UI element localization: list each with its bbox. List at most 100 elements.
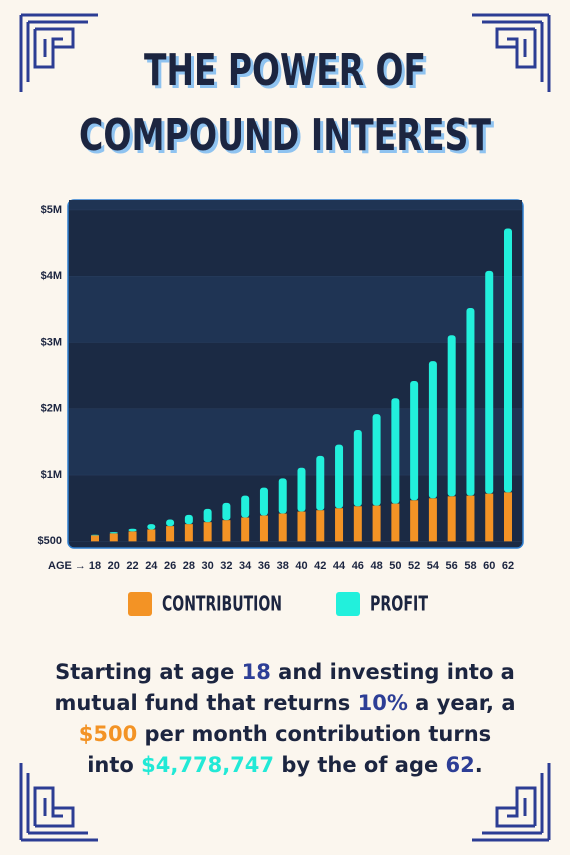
caption-highlight: $500 xyxy=(78,722,138,746)
chart-title: COMPOUND INTEREST xyxy=(79,110,491,161)
bar-segment xyxy=(91,534,99,536)
x-tick-label: 58 xyxy=(464,560,476,572)
caption-text: . xyxy=(474,753,483,777)
grid-band xyxy=(69,276,522,343)
y-tick-label: $2M xyxy=(41,403,62,415)
caption-highlight: 10% xyxy=(357,691,408,715)
legend-swatch xyxy=(336,592,360,616)
grid-band xyxy=(69,200,522,210)
bar-segment xyxy=(278,513,287,542)
bar-segment xyxy=(504,228,512,493)
x-axis-label: AGE → xyxy=(48,560,86,572)
y-tick-label: $4M xyxy=(41,270,62,282)
x-tick-label: 32 xyxy=(220,560,232,572)
bar-segment xyxy=(466,308,475,496)
grid-band xyxy=(69,408,522,476)
bar-segment xyxy=(316,455,325,511)
bar-segment xyxy=(203,508,212,523)
bar-segment xyxy=(485,270,494,494)
y-tick-label: $3M xyxy=(41,336,62,348)
caption-highlight: $4,778,747 xyxy=(141,753,275,777)
x-tick-label: 22 xyxy=(126,560,138,572)
bar-segment xyxy=(428,498,437,542)
bar-segment xyxy=(372,505,381,542)
bar-segment xyxy=(203,522,212,542)
x-tick-label: 36 xyxy=(258,560,270,572)
x-tick-label: 56 xyxy=(446,560,458,572)
bar-segment xyxy=(410,380,419,501)
bar-segment xyxy=(297,511,306,542)
caption: Starting at age 18 and investing into a … xyxy=(0,657,570,781)
bar-segment xyxy=(466,495,475,542)
bar-segment xyxy=(447,335,456,497)
bar-segment xyxy=(278,478,287,514)
caption-line: mutual fund that returns 10% a year, a xyxy=(0,688,570,719)
bar-segment xyxy=(372,414,381,506)
caption-text: mutual fund that returns xyxy=(54,691,358,715)
legend-label: CONTRIBUTION xyxy=(162,592,282,616)
bar-segment xyxy=(109,532,118,534)
bar-segment xyxy=(297,467,306,512)
bar-segment xyxy=(184,514,193,525)
x-tick-label: 38 xyxy=(277,560,289,572)
bar-segment xyxy=(391,503,400,542)
x-tick-label: 54 xyxy=(427,560,440,572)
caption-highlight: 18 xyxy=(241,660,271,684)
bar-segment xyxy=(259,487,268,516)
bar-segment xyxy=(485,493,494,542)
caption-text: into xyxy=(87,753,142,777)
bar-segment xyxy=(184,524,193,542)
bar-segment xyxy=(447,496,456,542)
bar-segment xyxy=(353,430,362,507)
x-tick-label: 28 xyxy=(183,560,195,572)
caption-line: Starting at age 18 and investing into a xyxy=(0,657,570,688)
caption-highlight: 62 xyxy=(445,753,475,777)
caption-line: into $4,778,747 by the of age 62. xyxy=(0,750,570,781)
caption-text: by the of age xyxy=(274,753,446,777)
bar-segment xyxy=(504,492,512,542)
x-tick-label: 48 xyxy=(370,560,382,572)
x-tick-label: 52 xyxy=(408,560,420,572)
y-tick-label: $500 xyxy=(38,535,62,547)
bar-segment xyxy=(147,529,156,542)
bar-segment xyxy=(222,502,231,521)
x-tick-label: 62 xyxy=(502,560,514,572)
bar-segment xyxy=(353,506,362,542)
y-tick-label: $1M xyxy=(41,469,62,481)
bar-segment xyxy=(91,535,99,542)
legend-label: PROFIT xyxy=(370,592,428,616)
caption-text: and investing into a xyxy=(270,660,515,684)
bar-segment xyxy=(166,519,175,527)
bar-segment xyxy=(259,515,268,542)
title-shadow: THE POWER OF xyxy=(147,48,429,99)
bar-segment xyxy=(428,361,437,499)
bar-segment xyxy=(335,508,344,542)
bar-segment xyxy=(316,510,325,542)
bar-segment xyxy=(128,528,137,532)
bar-segment xyxy=(128,531,137,542)
bar-segment xyxy=(410,500,419,542)
x-tick-label: 46 xyxy=(352,560,364,572)
x-tick-label: 24 xyxy=(145,560,158,572)
x-tick-label: 20 xyxy=(108,560,120,572)
bar-segment xyxy=(241,517,250,542)
bar-segment xyxy=(241,495,250,518)
title-shadow: COMPOUND INTEREST xyxy=(82,113,494,164)
bar-segment xyxy=(147,524,156,530)
chart-title: THE POWER OF xyxy=(144,45,426,96)
x-tick-label: 44 xyxy=(333,560,346,572)
x-tick-label: 60 xyxy=(483,560,495,572)
x-tick-label: 30 xyxy=(202,560,214,572)
x-tick-label: 42 xyxy=(314,560,326,572)
legend-swatch xyxy=(128,592,152,616)
x-tick-label: 18 xyxy=(89,560,101,572)
caption-text: a year, a xyxy=(407,691,516,715)
x-tick-label: 50 xyxy=(389,560,401,572)
bar-segment xyxy=(109,533,118,542)
y-tick-label: $5M xyxy=(41,204,62,216)
x-tick-label: 40 xyxy=(295,560,307,572)
bar-segment xyxy=(222,520,231,542)
caption-text: Starting at age xyxy=(55,660,242,684)
